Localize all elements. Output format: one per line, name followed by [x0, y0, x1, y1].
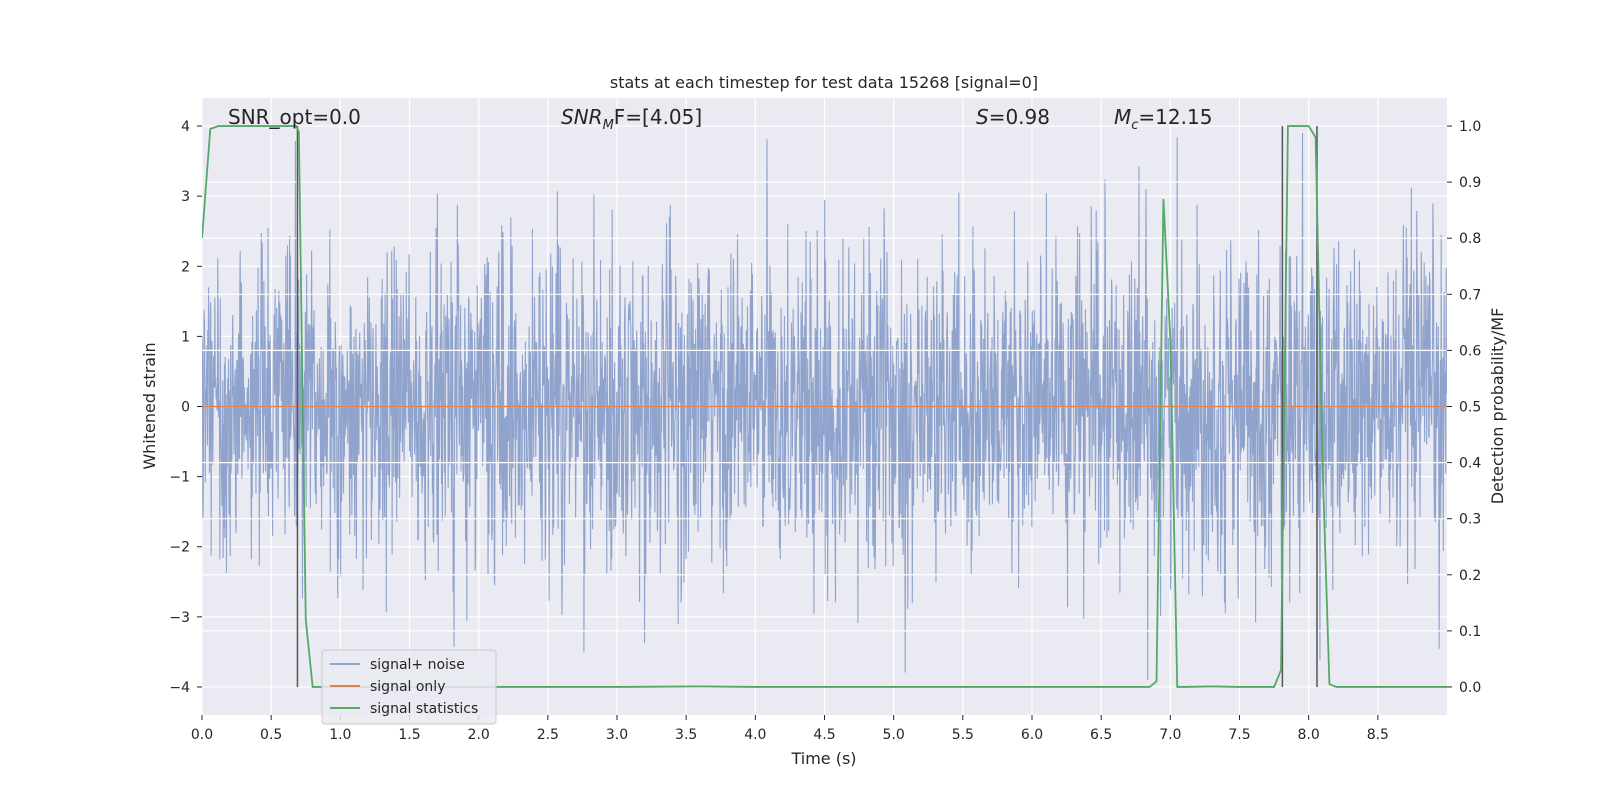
y-tick-label: −3: [169, 610, 190, 626]
y-tick-label: 1: [181, 329, 190, 345]
x-tick-label: 4.0: [744, 727, 766, 743]
x-tick-label: 3.0: [606, 727, 628, 743]
annotation-snr-mf: SNRMF=[4.05]: [561, 105, 702, 133]
y2-tick-label: 0.0: [1459, 680, 1481, 696]
x-tick-label: 0.0: [191, 727, 213, 743]
legend-label-signal-noise: signal+ noise: [370, 657, 465, 673]
x-tick-label: 4.5: [813, 727, 835, 743]
x-tick-label: 6.0: [1021, 727, 1043, 743]
y2-tick-label: 0.2: [1459, 568, 1481, 584]
x-tick-label: 1.0: [329, 727, 351, 743]
x-tick-label: 8.5: [1367, 727, 1389, 743]
snr-mf-rest: F=[4.05]: [614, 105, 702, 129]
y2-tick-label: 0.8: [1459, 231, 1481, 247]
y2-tick-label: 0.6: [1459, 343, 1481, 359]
snr-mf-name: SNR: [561, 105, 603, 129]
legend: signal+ noise signal only signal statist…: [321, 649, 497, 725]
mc-rest: =12.15: [1138, 105, 1212, 129]
y2-axis-title: Detection probability/MF: [1488, 308, 1507, 505]
y-tick-label: 2: [181, 259, 190, 275]
x-axis-ticks: 0.0 0.5 1.0 1.5 2.0 2.5 3.0 3.5 4.0 4.5 5.0 5.5 6.0 6…: [191, 715, 1389, 743]
x-tick-label: 6.5: [1090, 727, 1112, 743]
x-tick-label: 0.5: [260, 727, 282, 743]
annotation-snr-opt: SNR_opt=0.0: [228, 105, 361, 129]
s-name: S: [976, 105, 989, 129]
annotation-s: S=0.98: [976, 105, 1050, 129]
y-tick-label: 3: [181, 189, 190, 205]
x-tick-label: 5.0: [883, 727, 905, 743]
legend-label-signal-only: signal only: [370, 679, 445, 695]
y-tick-label: −1: [169, 470, 190, 486]
signal-statistics-series: [202, 125, 1447, 688]
y2-tick-label: 1.0: [1459, 119, 1481, 135]
y2-tick-label: 0.9: [1459, 175, 1481, 191]
y2-tick-label: 0.4: [1459, 456, 1481, 472]
x-tick-label: 3.5: [675, 727, 697, 743]
mc-name: M: [1114, 105, 1131, 129]
annotation-mc: Mc=12.15: [1114, 105, 1212, 133]
x-tick-label: 5.5: [952, 727, 974, 743]
x-tick-label: 7.0: [1159, 727, 1181, 743]
signal-statistics-line: [202, 125, 1447, 688]
mc-sub: c: [1131, 118, 1138, 133]
y-tick-label: 0: [181, 400, 190, 416]
y2-tick-label: 0.1: [1459, 624, 1481, 640]
y-axis-ticks: −4 −3 −2 −1 0 1 2 3 4: [169, 119, 202, 696]
snr-mf-sub: M: [603, 118, 614, 133]
y2-tick-label: 0.5: [1459, 400, 1481, 416]
y2-tick-label: 0.3: [1459, 512, 1481, 528]
x-tick-label: 1.5: [398, 727, 420, 743]
y2-tick-label: 0.7: [1459, 287, 1481, 303]
y2-axis-ticks: 0.0 0.1 0.2 0.3 0.4 0.5 0.6 0.7 0.8 0.9 1.0: [1447, 119, 1481, 696]
x-axis-title: Time (s): [790, 749, 856, 768]
y-tick-label: −2: [169, 540, 190, 556]
y-tick-label: 4: [181, 119, 190, 135]
legend-box: [321, 649, 497, 725]
x-tick-label: 2.0: [468, 727, 490, 743]
x-tick-label: 7.5: [1228, 727, 1250, 743]
s-rest: =0.98: [989, 105, 1050, 129]
chart-title: stats at each timestep for test data 152…: [610, 73, 1038, 92]
x-tick-label: 8.0: [1298, 727, 1320, 743]
legend-label-signal-statistics: signal statistics: [370, 701, 478, 717]
y-axis-title: Whitened strain: [140, 342, 159, 469]
x-tick-label: 2.5: [537, 727, 559, 743]
y-tick-label: −4: [169, 680, 190, 696]
